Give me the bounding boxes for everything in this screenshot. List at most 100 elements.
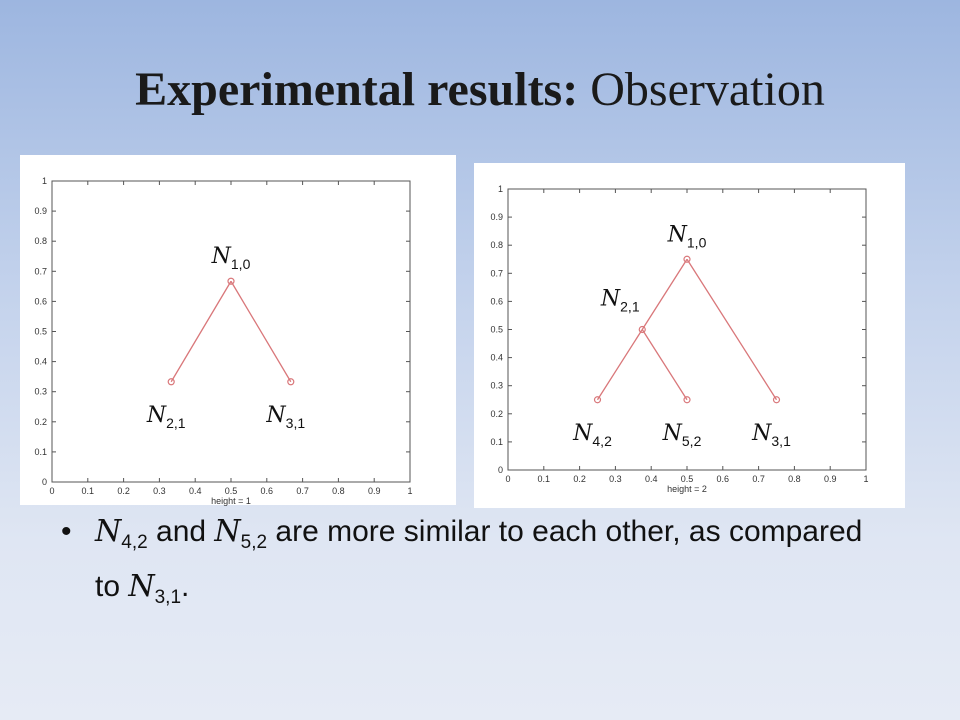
y-tick-label: 0.7 <box>34 266 47 276</box>
y-tick-label: 0 <box>498 465 503 475</box>
node-label-main: N <box>265 403 286 428</box>
y-tick-label: 0.3 <box>34 387 47 397</box>
y-tick-label: 0.4 <box>34 357 47 367</box>
bullet-text: are more similar to each other, as compa… <box>95 515 863 603</box>
node-label-sub: 2,1 <box>166 415 186 431</box>
tree-edge <box>170 280 232 383</box>
node-label: N4,2 <box>572 421 612 449</box>
y-tick-label: 0.1 <box>34 447 47 457</box>
node-label-main: N <box>667 222 688 247</box>
x-tick-label: 0.5 <box>225 486 238 496</box>
math-symbol: N <box>128 569 155 604</box>
x-tick-label: 0.3 <box>609 474 622 484</box>
x-tick-label: 0.1 <box>82 486 95 496</box>
math-subscript: 5,2 <box>240 532 268 553</box>
node-label: N2,1 <box>146 403 186 431</box>
x-tick-label: 0.5 <box>681 474 694 484</box>
tree-edge <box>596 329 643 401</box>
node-label-main: N <box>600 287 621 312</box>
tree-edge <box>230 280 292 383</box>
x-tick-label: 0.7 <box>752 474 765 484</box>
slide-title: Experimental results: Observation <box>0 62 960 117</box>
y-tick-label: 0.9 <box>490 212 503 222</box>
y-tick-label: 0.2 <box>34 417 47 427</box>
node-label-sub: 5,2 <box>682 433 702 449</box>
x-tick-label: 0.1 <box>538 474 551 484</box>
node-label-main: N <box>572 421 593 446</box>
node-label-sub: 1,0 <box>231 256 251 272</box>
y-tick-label: 0.1 <box>490 437 503 447</box>
node-label: N2,1 <box>600 287 640 315</box>
x-tick-label: 0.6 <box>261 486 274 496</box>
y-tick-label: 1 <box>498 184 503 194</box>
x-tick-label: 0.6 <box>717 474 730 484</box>
chart-panel <box>474 163 905 508</box>
y-tick-label: 0.5 <box>34 327 47 337</box>
x-tick-label: 0.9 <box>824 474 837 484</box>
tree-node <box>638 325 646 334</box>
tree-node <box>287 378 295 386</box>
x-tick-label: 0.7 <box>296 486 309 496</box>
y-tick-label: 0.4 <box>490 353 503 363</box>
node-label: N1,0 <box>667 222 707 250</box>
x-axis-label: height = 1 <box>211 496 251 506</box>
node-label-sub: 3,1 <box>286 415 306 431</box>
math-symbol: N <box>214 514 241 549</box>
bullet-text: . <box>181 570 190 603</box>
tree-node <box>593 396 602 404</box>
tree-edge <box>641 329 688 401</box>
node-label-main: N <box>751 421 772 446</box>
bullet: • N4,2 and N5,2 are more similar to each … <box>61 510 895 620</box>
node-label: N3,1 <box>265 403 305 431</box>
y-tick-label: 0.6 <box>34 296 47 306</box>
node-label-sub: 4,2 <box>592 433 612 449</box>
y-tick-label: 0.8 <box>490 240 503 250</box>
y-tick-label: 0.9 <box>34 206 47 216</box>
tree-node <box>683 255 691 263</box>
x-tick-label: 0.2 <box>117 486 130 496</box>
math-subscript: 3,1 <box>154 587 182 608</box>
x-tick-label: 0.8 <box>332 486 345 496</box>
bullet-dot: • <box>61 515 72 548</box>
bullet-text: and <box>147 515 215 548</box>
x-tick-label: 1 <box>407 486 412 496</box>
node-label-sub: 3,1 <box>771 433 791 449</box>
tree-node <box>167 378 175 386</box>
y-tick-label: 0.6 <box>490 296 503 306</box>
node-label-main: N <box>146 403 167 428</box>
y-tick-label: 0.2 <box>490 409 503 419</box>
title-bold: Experimental results: <box>135 63 579 116</box>
y-tick-label: 1 <box>42 176 47 186</box>
x-tick-label: 0.2 <box>573 474 586 484</box>
chart-panel <box>20 155 456 505</box>
x-tick-label: 0.8 <box>788 474 801 484</box>
node-label: N3,1 <box>751 421 791 449</box>
math-symbol: N <box>95 514 122 549</box>
node-label: N1,0 <box>211 244 251 272</box>
x-tick-label: 0 <box>49 486 54 496</box>
title-rest: Observation <box>590 63 825 116</box>
node-label-main: N <box>662 421 683 446</box>
tree-node <box>772 396 781 404</box>
x-tick-label: 0.9 <box>368 486 381 496</box>
node-label-main: N <box>211 244 232 269</box>
tree-edge <box>641 258 688 330</box>
tree-node <box>227 277 235 285</box>
x-tick-label: 1 <box>863 474 868 484</box>
tree-edge <box>686 258 778 401</box>
y-tick-label: 0.5 <box>490 325 503 335</box>
x-tick-label: 0.4 <box>189 486 202 496</box>
math-subscript: 4,2 <box>121 532 148 553</box>
y-tick-label: 0.8 <box>34 236 47 246</box>
node-label: N5,2 <box>662 421 702 449</box>
x-tick-label: 0 <box>505 474 510 484</box>
x-tick-label: 0.3 <box>153 486 166 496</box>
node-label-sub: 2,1 <box>620 299 640 315</box>
tree-node <box>683 396 691 404</box>
x-axis-label: height = 2 <box>667 484 707 494</box>
x-tick-label: 0.4 <box>645 474 658 484</box>
y-tick-label: 0.7 <box>490 268 503 278</box>
node-label-sub: 1,0 <box>687 234 707 250</box>
